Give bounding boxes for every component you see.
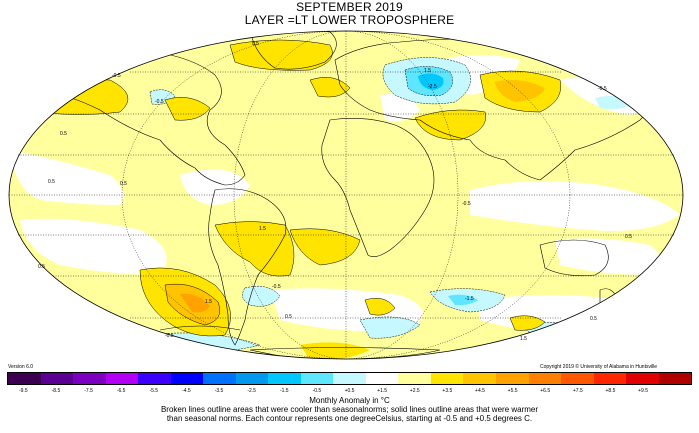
colorbar-tick-label: +5.5 bbox=[507, 388, 518, 394]
colorbar-tick-label: +1.5 bbox=[377, 388, 388, 394]
contour-label: 0.5 bbox=[285, 314, 292, 320]
contour-label: 0.5 bbox=[252, 41, 259, 47]
colorbar-swatch bbox=[8, 373, 41, 384]
graticule bbox=[8, 30, 684, 360]
colorbar-swatch bbox=[528, 373, 562, 384]
contour-label: 1.5 bbox=[520, 336, 527, 342]
colorbar-tick-label: +4.5 bbox=[475, 388, 485, 394]
colorbar-swatch bbox=[138, 373, 171, 384]
colorbar-swatch bbox=[430, 373, 464, 384]
contour-label: -1.5 bbox=[465, 296, 474, 302]
colorbar-swatch bbox=[235, 373, 269, 384]
contour-label: 0.5 bbox=[590, 316, 597, 322]
colorbar-tick-label: -8.5 bbox=[51, 388, 61, 394]
colorbar-swatch bbox=[561, 373, 594, 384]
colorbar-swatch bbox=[398, 373, 431, 384]
colorbar-swatch bbox=[658, 373, 692, 384]
contour-label: -0.5 bbox=[112, 73, 121, 79]
colorbar-tick-label: -1.5 bbox=[279, 388, 289, 394]
version-label: Version 6.0 bbox=[8, 364, 34, 370]
colorbar-tick-label: -9.5 bbox=[18, 388, 28, 394]
colorbar-swatch bbox=[495, 373, 529, 384]
contour-label: -0.5 bbox=[272, 284, 281, 290]
colorbar-tick-label: -6.5 bbox=[116, 388, 126, 394]
colorbar-tick-label: +8.5 bbox=[605, 388, 616, 394]
colorbar-tick-label: +3.5 bbox=[442, 388, 453, 394]
contour-label: 0.5 bbox=[60, 131, 67, 137]
colorbar-swatch bbox=[268, 373, 301, 384]
colorbar-tick-label: +9.5 bbox=[638, 388, 648, 394]
colorbar-tick-label: -7.5 bbox=[84, 388, 93, 394]
colorbar-swatch bbox=[300, 373, 334, 384]
contour-label: -0.5 bbox=[155, 99, 164, 105]
colorbar-tick-label: +6.5 bbox=[540, 388, 551, 394]
colorbar-swatch bbox=[40, 373, 74, 384]
map-title: SEPTEMBER 2019 bbox=[296, 0, 403, 14]
colorbar-ticks: -9.5 -8.5 -7.5 -6.5 -5.5 -4.5 -3.5 -2.5 -1.5 -0.5… bbox=[7, 388, 692, 395]
legend-note-line2: than seasonal norms. Each contour repres… bbox=[166, 414, 533, 423]
contour-label: 0.5 bbox=[38, 264, 45, 270]
contour-label: 0.5 bbox=[48, 179, 55, 185]
colorbar-tick-label: +7.5 bbox=[572, 388, 583, 394]
contour-label: 0.5 bbox=[120, 181, 127, 187]
colorbar-tick-label: -2.5 bbox=[247, 388, 256, 394]
colorbar-swatch bbox=[73, 373, 106, 384]
contour-label: -0.5 bbox=[165, 333, 174, 339]
colorbar-swatch bbox=[203, 373, 236, 384]
colorbar-tick-label: -5.5 bbox=[149, 388, 159, 394]
contour-label: -0.5 bbox=[598, 86, 607, 92]
contour-label: -2.5 bbox=[428, 84, 437, 90]
colorbar bbox=[7, 372, 692, 385]
legend-note-line1: Broken lines outline areas that were coo… bbox=[160, 405, 539, 414]
copyright-label: Copyright 2019 © University of Alabama i… bbox=[540, 364, 658, 370]
map-body bbox=[9, 31, 683, 359]
colorbar-tick-label: -0.5 bbox=[312, 388, 322, 394]
colorbar-tick-label: -4.5 bbox=[182, 388, 191, 394]
colorbar-swatch bbox=[365, 373, 399, 384]
contour-label: -0.5 bbox=[462, 201, 471, 207]
colorbar-swatch bbox=[626, 373, 659, 384]
contour-label: 1.5 bbox=[205, 299, 212, 305]
contour-label: 1.5 bbox=[259, 226, 266, 232]
colorbar-swatch bbox=[170, 373, 204, 384]
colorbar-swatch bbox=[105, 373, 139, 384]
colorbar-swatch bbox=[333, 373, 366, 384]
colorbar-units-label: Monthly Anomaly in °C bbox=[309, 396, 390, 405]
colorbar-swatch bbox=[593, 373, 627, 384]
colorbar-tick-label: +0.5 bbox=[344, 388, 355, 394]
map-subtitle: LAYER =LT LOWER TROPOSPHERE bbox=[244, 13, 455, 27]
colorbar-tick-label: -3.5 bbox=[214, 388, 224, 394]
contour-label: 0.5 bbox=[625, 234, 632, 240]
colorbar-tick-label: +2.5 bbox=[409, 388, 420, 394]
contour-label: 1.5 bbox=[424, 68, 431, 74]
contour-labels: -0.5 0.5 0.5 0.5 0.5 0.5 -0.5 1.5 -2.5 -… bbox=[38, 41, 632, 342]
colorbar-swatch bbox=[463, 373, 496, 384]
